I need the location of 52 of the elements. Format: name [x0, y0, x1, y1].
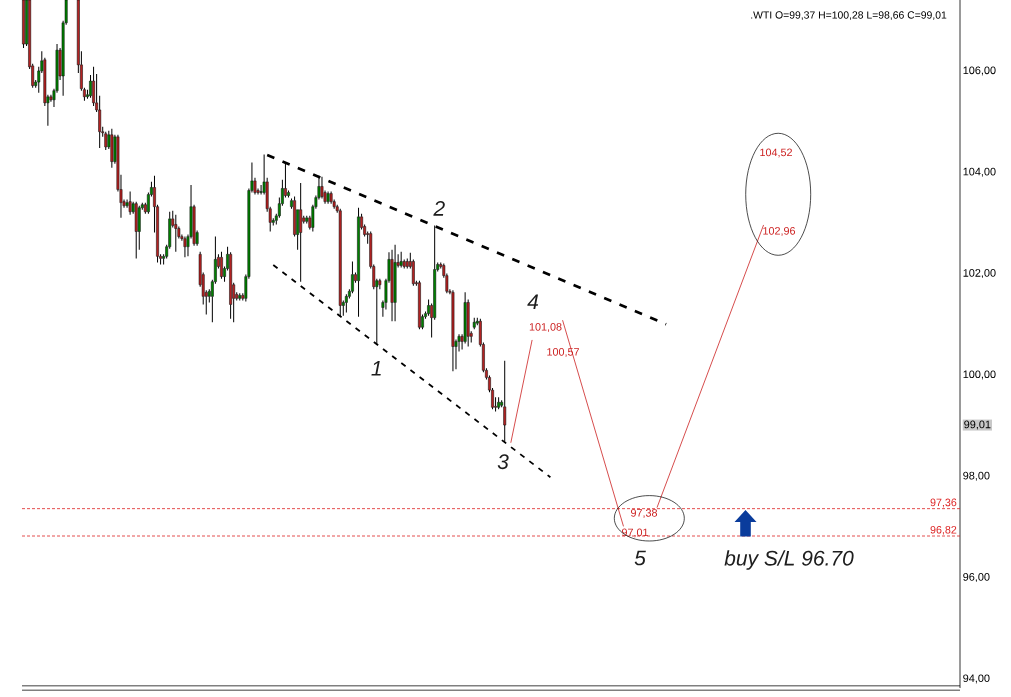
candlestick — [399, 251, 403, 268]
candlestick — [238, 292, 242, 301]
candlestick — [405, 257, 409, 270]
candlestick — [497, 396, 501, 410]
ref-line-label: 96,82 — [930, 525, 957, 535]
ref-line-label: 97,36 — [930, 498, 957, 508]
y-tick-label: 96,00 — [963, 573, 990, 583]
annotation: 100,57 — [547, 348, 579, 357]
candlestick — [427, 298, 430, 317]
annotation: 97,38 — [631, 509, 658, 518]
candlestick — [357, 207, 360, 318]
candlestick — [22, 0, 25, 49]
annotation: 1 — [371, 361, 381, 376]
annotation: 101,08 — [529, 323, 562, 332]
annotation: 2 — [433, 200, 445, 216]
annotation: 102,96 — [763, 227, 796, 236]
candlestick — [329, 191, 333, 205]
y-tick-label: 106,00 — [963, 66, 996, 76]
candlestick — [174, 214, 178, 253]
candlestick — [418, 280, 421, 330]
candlestick — [320, 176, 324, 200]
annotation: buy S/L 96.70 — [724, 550, 854, 570]
candlestick — [299, 182, 303, 283]
annotation: 5 — [634, 550, 646, 566]
candlestick — [287, 189, 290, 199]
candlestick — [293, 196, 296, 238]
y-tick-label: 104,00 — [963, 167, 996, 177]
candlestick — [128, 191, 132, 216]
annotation: 4 — [527, 294, 539, 309]
candlestick — [326, 191, 330, 205]
candlestick — [390, 249, 394, 322]
candlestick — [229, 251, 233, 320]
candlestick — [351, 260, 354, 294]
annotation: 97,01 — [622, 528, 648, 538]
y-tick-label: 100,00 — [963, 370, 996, 380]
candlestick — [451, 289, 455, 372]
candlestick — [466, 298, 470, 348]
candlestick — [110, 128, 114, 169]
candlestick — [344, 293, 348, 314]
y-tick-label: 102,00 — [963, 269, 996, 279]
candlestick — [503, 360, 507, 444]
candlestick — [137, 205, 141, 251]
candlestick — [393, 244, 397, 322]
candlestick — [183, 236, 187, 258]
annotation: 3 — [497, 454, 509, 470]
y-tick-label: 99,01 — [964, 420, 991, 430]
candlestick — [134, 201, 138, 259]
y-tick-label: 98,00 — [963, 471, 990, 481]
candlestick — [104, 131, 108, 151]
annotation: 104,52 — [760, 148, 792, 158]
y-tick-label: 94,00 — [963, 674, 990, 684]
text: .WTI O=99,37 H=100,28 L=98,66 C=99,01 — [751, 11, 947, 20]
